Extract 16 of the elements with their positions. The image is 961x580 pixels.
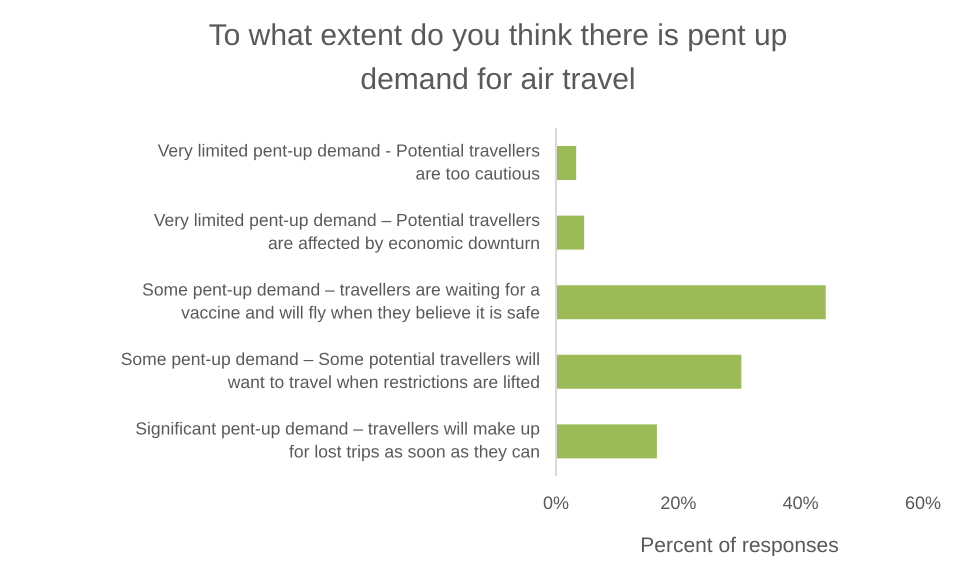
x-tick-label: 0% <box>542 492 570 513</box>
y-tick-label: Some pent-up demand – Some potential travellers will want to travel when restrictions are lifted <box>120 348 540 392</box>
bar <box>556 285 826 320</box>
bar <box>556 424 657 458</box>
chart-title: To what extent do you think there is pent up demand for air travel <box>208 18 788 98</box>
y-tick-label: Some pent-up demand – travellers are waiting for a vaccine and will fly when they believe it is safe <box>142 279 540 322</box>
bar <box>556 354 742 389</box>
x-tick-label: 20% <box>660 492 696 513</box>
x-tick-label: 40% <box>782 492 819 513</box>
bar <box>556 146 576 180</box>
x-axis-title: Percent of responses <box>640 534 839 557</box>
bar <box>556 216 584 250</box>
y-tick-label: Very limited pent-up demand – Potential travellers are affected by economic downturn <box>154 210 540 253</box>
y-tick-label: Very limited pent-up demand - Potential travellers are too cautious <box>158 140 540 183</box>
x-tick-label: 60% <box>904 492 942 513</box>
y-tick-label: Significant pent-up demand – travellers will make up for lost trips as soon as they can <box>135 418 540 462</box>
